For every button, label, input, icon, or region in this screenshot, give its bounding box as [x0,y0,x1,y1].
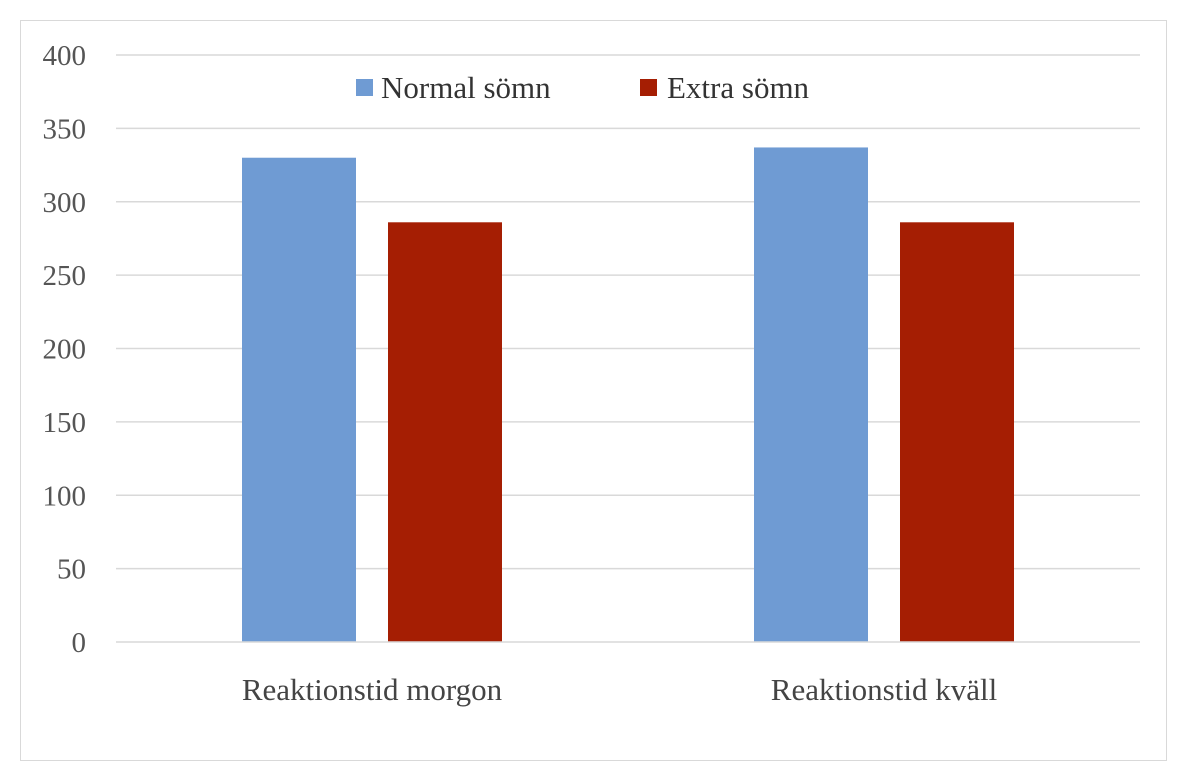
y-tick-label: 50 [57,554,86,586]
y-tick-label: 100 [43,480,87,512]
x-category-label: Reaktionstid morgon [242,672,503,707]
x-axis-category-labels: Reaktionstid morgon Reaktionstid kväll [242,672,997,707]
bar-extra-somn-1 [900,222,1014,643]
legend-label: Normal sömn [381,70,551,105]
y-tick-label: 250 [43,260,87,292]
y-tick-label: 150 [43,407,87,439]
legend-label: Extra sömn [667,70,810,105]
y-tick-label: 400 [43,40,87,72]
legend-swatch [640,79,657,96]
bar-normal-somn-1 [754,147,868,642]
y-tick-label: 350 [43,113,87,145]
y-tick-label: 300 [43,187,87,219]
bar-extra-somn-0 [388,222,502,643]
x-category-label: Reaktionstid kväll [771,672,997,707]
legend: Normal sömn Extra sömn [356,70,810,105]
y-tick-label: 200 [43,334,87,366]
y-axis-tick-labels: 0 50 100 150 200 250 300 350 400 [43,40,87,659]
legend-swatch [356,79,373,96]
y-tick-label: 0 [72,627,87,659]
bars [242,147,1014,643]
bar-normal-somn-0 [242,157,356,642]
